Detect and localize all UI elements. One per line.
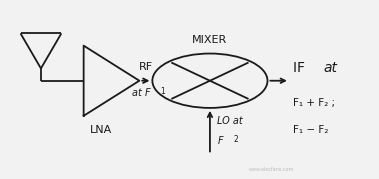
Text: at F: at F	[132, 88, 151, 98]
Text: F₁ + F₂ ;: F₁ + F₂ ;	[293, 98, 336, 108]
Text: LNA: LNA	[89, 125, 112, 135]
Text: F₁ − F₂: F₁ − F₂	[293, 125, 329, 135]
Text: at: at	[323, 61, 337, 76]
Text: www.elecfans.com: www.elecfans.com	[249, 167, 294, 172]
Text: LO at: LO at	[217, 116, 243, 126]
Text: F: F	[217, 136, 223, 146]
Text: RF: RF	[139, 62, 153, 72]
Text: IF: IF	[293, 61, 310, 76]
Text: 1: 1	[160, 87, 165, 96]
Text: 2: 2	[233, 135, 238, 144]
Text: MIXER: MIXER	[192, 35, 227, 45]
